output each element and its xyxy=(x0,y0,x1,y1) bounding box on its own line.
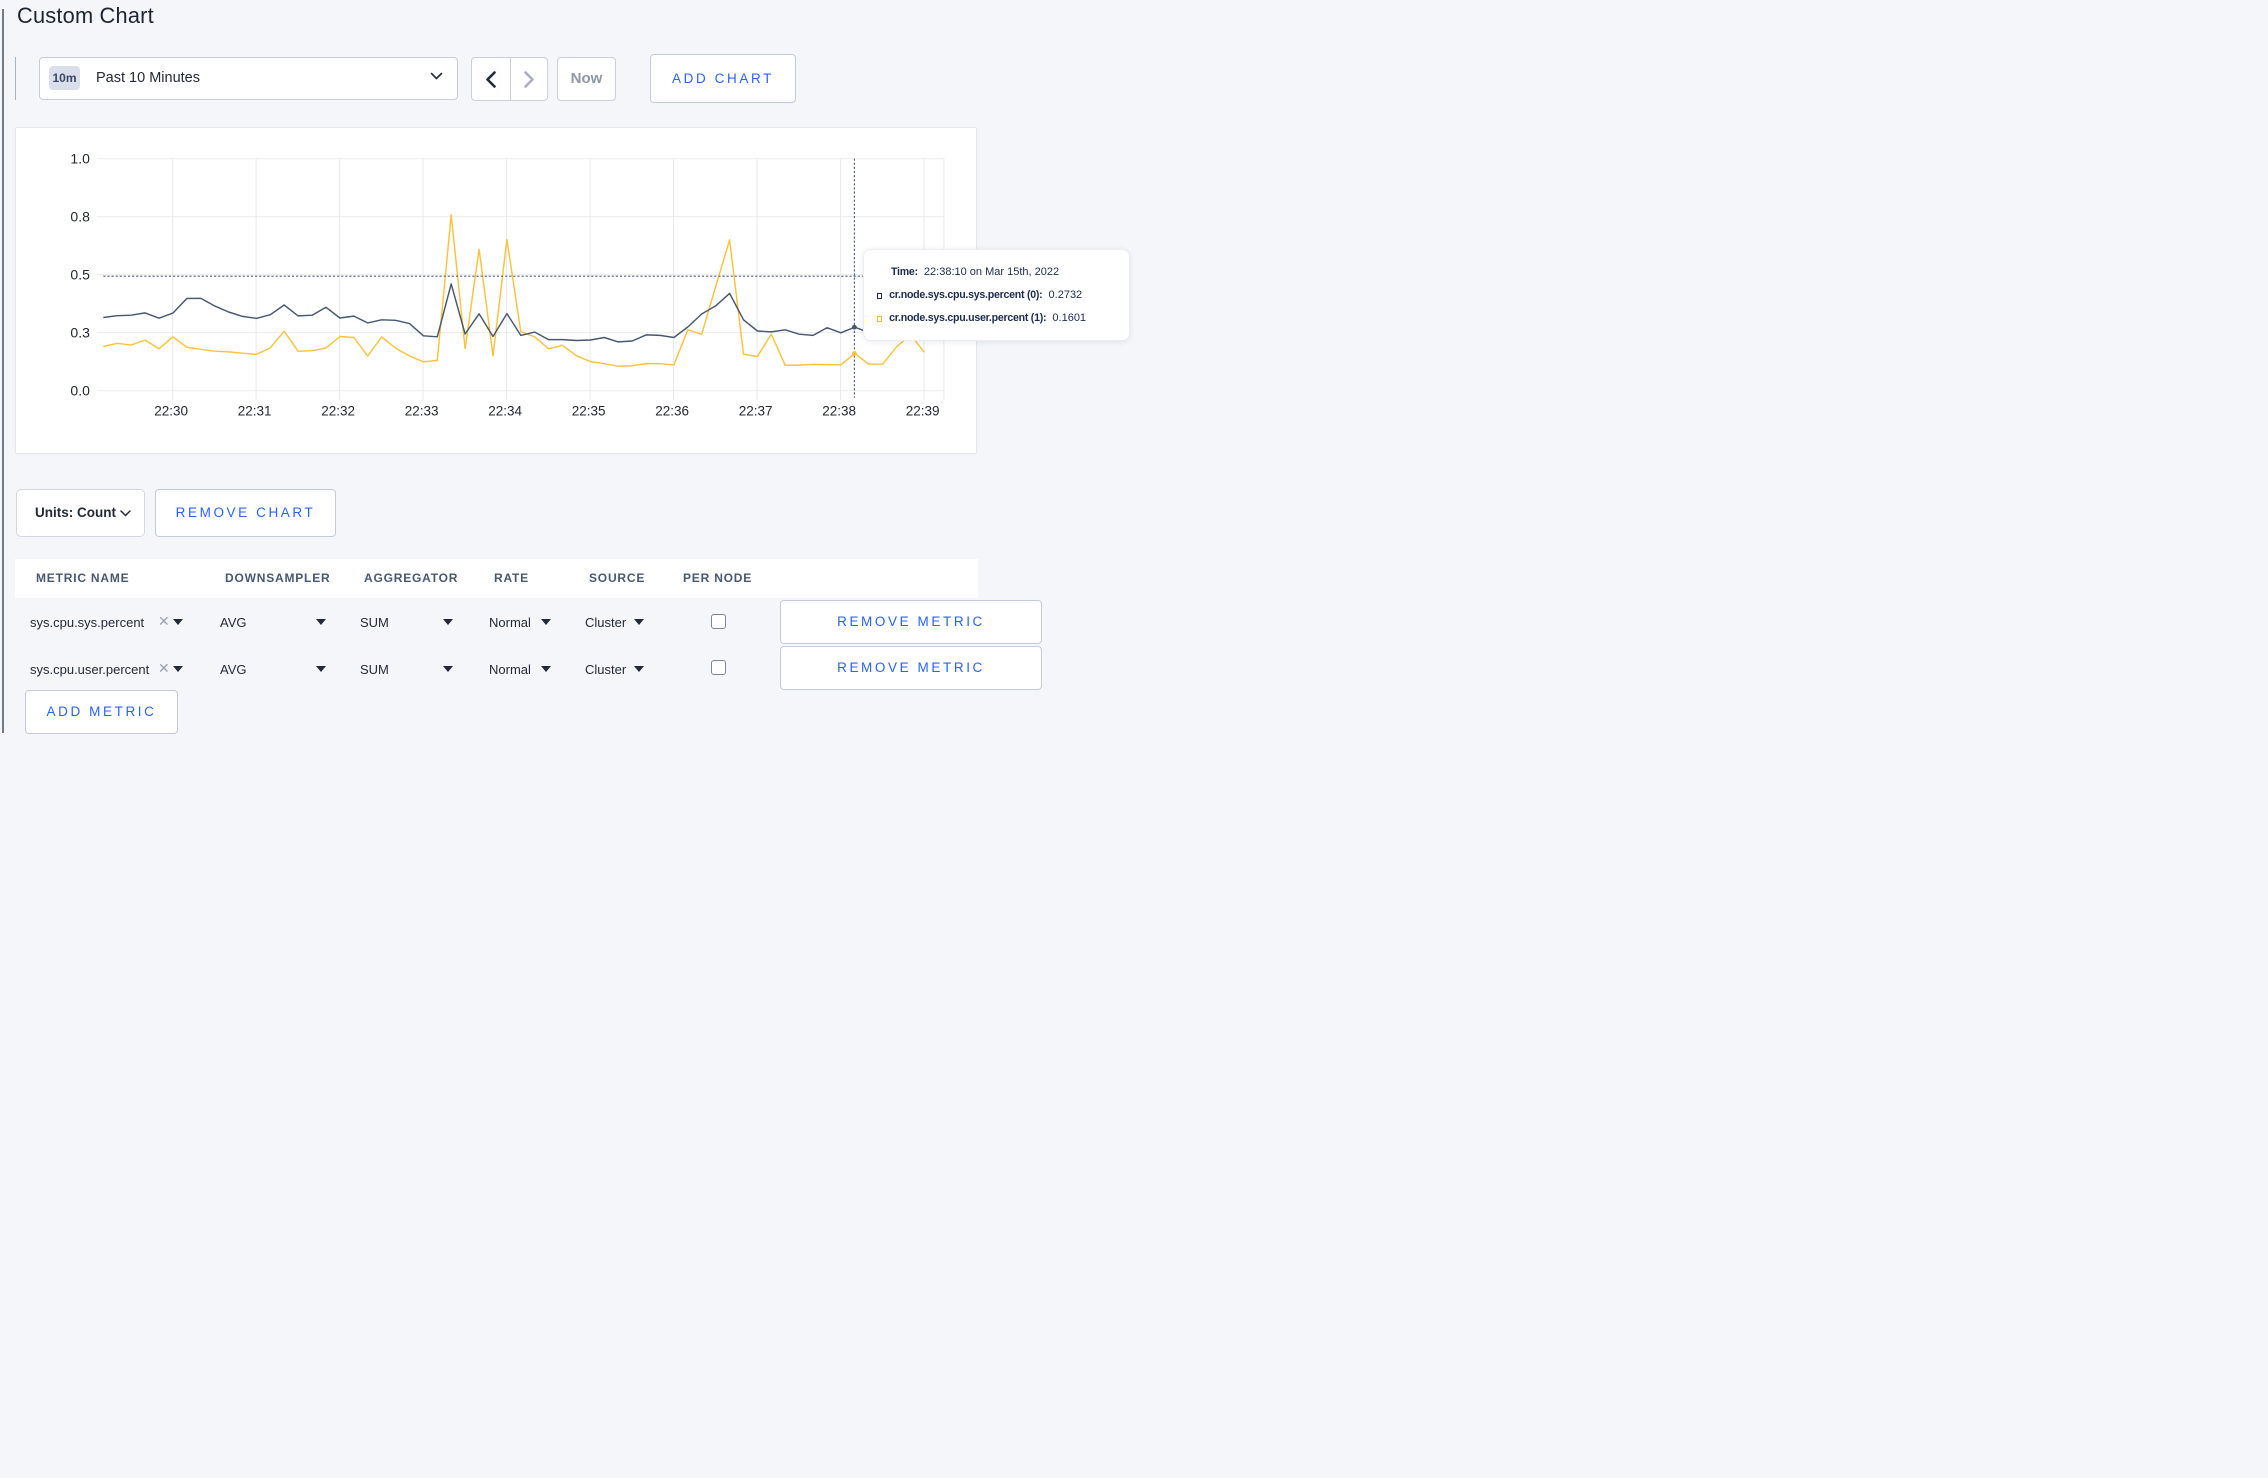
svg-text:0.8: 0.8 xyxy=(70,209,90,225)
svg-text:22:39: 22:39 xyxy=(906,404,940,419)
svg-text:22:34: 22:34 xyxy=(488,404,522,419)
svg-text:22:37: 22:37 xyxy=(739,404,773,419)
svg-text:1.0: 1.0 xyxy=(70,151,90,167)
svg-text:22:36: 22:36 xyxy=(655,404,689,419)
svg-text:22:35: 22:35 xyxy=(572,404,606,419)
svg-text:22:31: 22:31 xyxy=(238,404,272,419)
svg-text:0.0: 0.0 xyxy=(70,383,90,399)
svg-text:22:33: 22:33 xyxy=(405,404,439,419)
svg-text:0.3: 0.3 xyxy=(70,325,90,341)
svg-text:22:38: 22:38 xyxy=(822,404,856,419)
svg-text:0.5: 0.5 xyxy=(70,267,90,283)
svg-text:22:32: 22:32 xyxy=(321,404,355,419)
svg-text:22:30: 22:30 xyxy=(154,404,188,419)
